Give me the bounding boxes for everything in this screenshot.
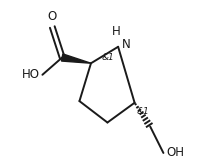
Text: OH: OH (165, 146, 183, 160)
Text: N: N (122, 38, 130, 51)
Text: &1: &1 (101, 53, 114, 62)
Text: H: H (112, 25, 120, 38)
Text: &1: &1 (136, 107, 148, 116)
Text: O: O (48, 10, 57, 23)
Text: HO: HO (22, 68, 40, 81)
Polygon shape (61, 54, 91, 63)
